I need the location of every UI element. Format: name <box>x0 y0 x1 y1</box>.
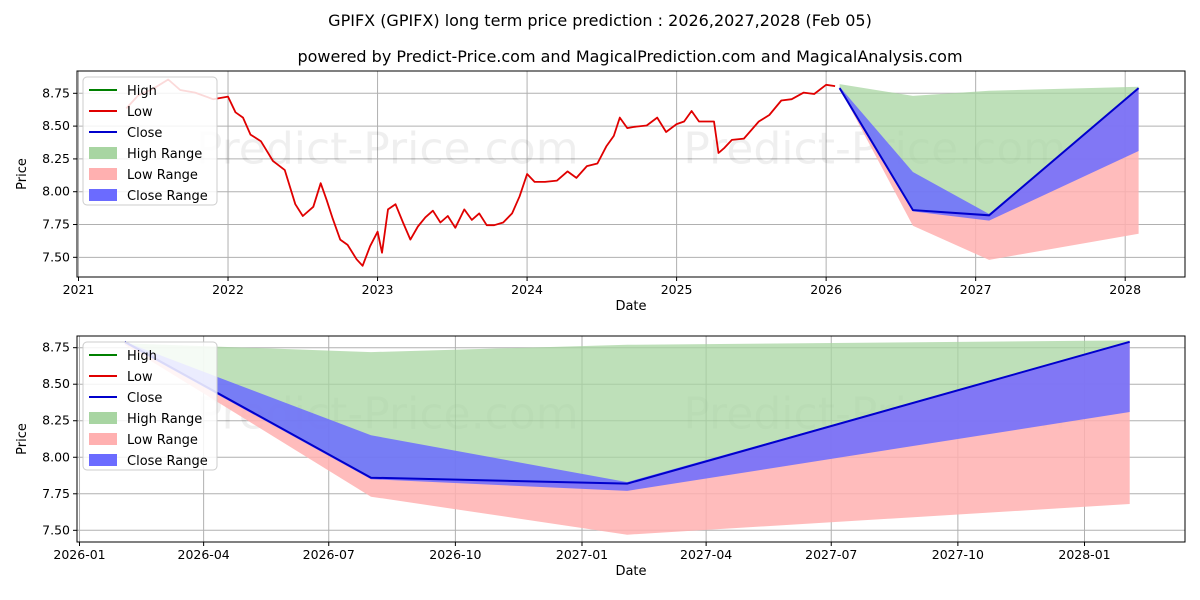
legend-high-range-swatch <box>89 412 117 424</box>
x-tick-label: 2026-01 <box>53 547 105 562</box>
y-tick-label: 7.50 <box>42 249 70 264</box>
low-history-line <box>125 78 836 267</box>
legend: High Low Close High Range Low Range Close Ran… <box>82 76 218 206</box>
x-tick-label: 2028 <box>1109 282 1141 297</box>
y-tick-label: 8.50 <box>42 118 70 133</box>
x-tick-label: 2025 <box>661 282 693 297</box>
x-tick-label: 2028-01 <box>1058 547 1110 562</box>
y-tick-label: 8.25 <box>42 413 70 428</box>
y-axis-label: Price <box>15 423 30 455</box>
legend-low-range-label: Low Range <box>127 433 198 448</box>
close-forecast-line <box>124 340 1130 485</box>
y-tick-label: 8.75 <box>42 85 70 100</box>
x-tick-label: 2023 <box>362 282 394 297</box>
y-tick-label: 8.25 <box>42 151 70 166</box>
legend-high-label: High <box>127 84 157 99</box>
close-range-band <box>124 341 1130 491</box>
legend-low-range-swatch <box>89 168 117 180</box>
close-forecast-line <box>838 87 1140 217</box>
x-tick-label: 2027-01 <box>556 547 608 562</box>
x-tick-label: 2027-04 <box>680 547 732 562</box>
y-axis-label: Price <box>15 158 30 190</box>
chart-title: GPIFX (GPIFX) long term price prediction… <box>328 11 872 30</box>
legend-close-range-label: Close Range <box>127 454 208 469</box>
legend-close-label: Close <box>127 126 162 141</box>
y-tick-label: 8.00 <box>42 449 70 464</box>
legend: High Low Close High Range Low Range Close Ran… <box>82 341 218 471</box>
legend-high-range-label: High Range <box>127 412 202 427</box>
chart-subtitle: powered by Predict-Price.com and Magical… <box>297 47 962 66</box>
legend-low-range-label: Low Range <box>127 168 198 183</box>
legend-low-label: Low <box>127 370 153 385</box>
y-tick-label: 8.50 <box>42 376 70 391</box>
legend-low-label: Low <box>127 105 153 120</box>
close-range-band <box>839 86 1139 221</box>
legend-low-range-swatch <box>89 433 117 445</box>
y-tick-label: 8.75 <box>42 340 70 355</box>
x-tick-label: 2026-07 <box>303 547 355 562</box>
x-tick-label: 2027-07 <box>805 547 857 562</box>
low-range-band <box>124 341 1130 535</box>
x-tick-label: 2027 <box>960 282 992 297</box>
legend-close-range-swatch <box>89 454 117 466</box>
x-axis-label: Date <box>615 564 646 579</box>
x-tick-label: 2022 <box>212 282 244 297</box>
x-axis-label: Date <box>615 299 646 314</box>
x-tick-label: 2026-04 <box>178 547 230 562</box>
legend-close-label: Close <box>127 391 162 406</box>
x-tick-label: 2024 <box>511 282 543 297</box>
legend-close-range-swatch <box>89 189 117 201</box>
low-range-band <box>839 88 1139 260</box>
watermark-left: Predict-Price.com <box>196 124 579 175</box>
plot-frame <box>76 335 1186 543</box>
legend-high-label: High <box>127 349 157 364</box>
legend-high-range-swatch <box>89 147 117 159</box>
plot-area <box>125 78 1140 267</box>
plot-frame <box>76 70 1186 278</box>
forecast-zoom-panel: 2026-01 2026-04 2026-07 2026-10 2027-01 2027-… <box>15 335 1186 579</box>
x-tick-label: 2026-10 <box>429 547 481 562</box>
y-tick-label: 7.50 <box>42 522 70 537</box>
x-tick-label: 2021 <box>63 282 95 297</box>
x-tick-label: 2026 <box>810 282 842 297</box>
legend-close-range-label: Close Range <box>127 189 208 204</box>
x-tick-label: 2027-10 <box>932 547 984 562</box>
legend-high-range-label: High Range <box>127 147 202 162</box>
plot-area <box>124 340 1130 535</box>
y-tick-label: 7.75 <box>42 217 70 232</box>
y-tick-label: 7.75 <box>42 486 70 501</box>
long-term-panel: 2021 2022 2023 2024 2025 2026 2027 2028 7.50 7.75… <box>15 70 1186 314</box>
y-tick-label: 8.00 <box>42 184 70 199</box>
